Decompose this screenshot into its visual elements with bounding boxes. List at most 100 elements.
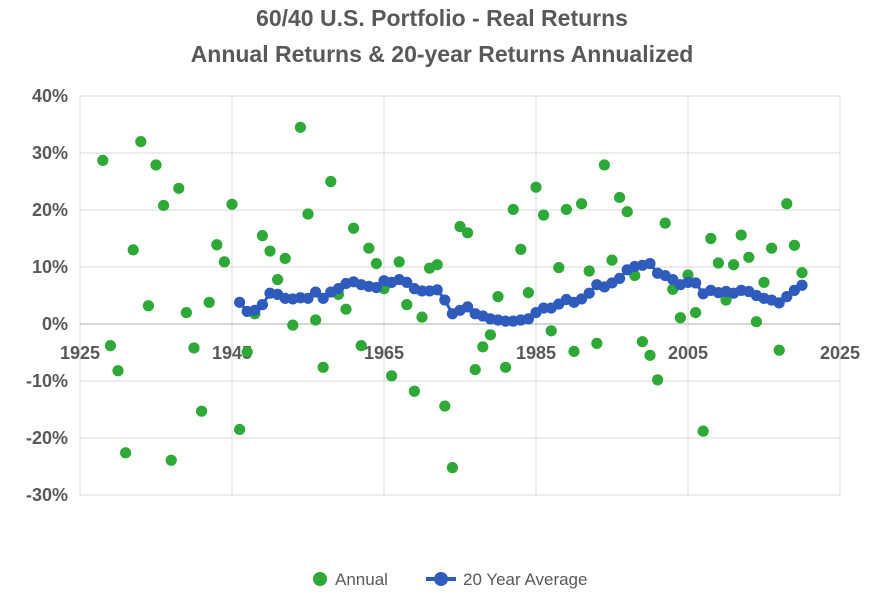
annual-point — [538, 209, 550, 221]
annual-point — [735, 229, 747, 241]
annual-point — [302, 208, 314, 220]
annual-point — [462, 227, 474, 239]
average-point — [614, 272, 626, 284]
average-point — [234, 296, 246, 308]
annual-point — [766, 242, 778, 254]
annual-point — [150, 159, 162, 171]
annual-point — [629, 269, 641, 282]
average-point — [256, 299, 268, 311]
annual-point — [500, 361, 512, 373]
annual-point — [272, 273, 284, 286]
annual-point — [142, 300, 154, 312]
y-tick-label: 10% — [32, 257, 68, 277]
annual-point — [393, 256, 405, 268]
annual-point — [158, 199, 170, 212]
annual-point — [196, 405, 208, 417]
x-axis-tick-labels: 1925 1945 1965 1985 2005 2025 — [60, 343, 860, 363]
y-axis-tick-labels: 40% 30% 20% 10% 0% -10% -20% -30% — [26, 86, 68, 505]
average-point — [317, 292, 329, 304]
annual-point — [545, 325, 557, 337]
annual-point — [743, 251, 755, 263]
average-point — [796, 279, 808, 291]
annual-point — [705, 232, 717, 245]
annual-point — [583, 265, 595, 277]
annual-series — [97, 121, 808, 474]
legend-annual-marker — [313, 572, 327, 586]
y-tick-label: 30% — [32, 143, 68, 163]
annual-point — [135, 136, 147, 148]
annual-point — [606, 254, 618, 266]
annual-point — [530, 181, 542, 193]
annual-point — [386, 370, 398, 382]
annual-point — [621, 206, 633, 218]
x-tick-label: 1985 — [516, 343, 556, 363]
annual-point — [636, 336, 649, 348]
annual-point — [294, 121, 306, 133]
annual-point — [644, 349, 656, 361]
annual-point — [370, 257, 382, 270]
annual-point — [127, 244, 139, 256]
annual-point — [750, 316, 763, 328]
average-point — [431, 284, 443, 296]
annual-point — [218, 256, 230, 268]
average-point — [439, 294, 451, 306]
legend-average-marker — [434, 572, 448, 586]
annual-point — [515, 243, 527, 255]
average-point — [583, 287, 595, 299]
annual-point — [173, 182, 185, 194]
average-point — [249, 304, 261, 316]
legend-average-label: 20 Year Average — [463, 570, 587, 589]
annual-point — [614, 191, 626, 204]
legend: Annual 20 Year Average — [313, 570, 587, 589]
grid-lines — [79, 95, 841, 496]
y-tick-label: 20% — [32, 200, 68, 220]
average-point — [370, 281, 382, 294]
annual-point — [165, 454, 177, 466]
y-tick-label: -10% — [26, 371, 68, 391]
annual-point — [576, 198, 588, 210]
annual-point — [203, 296, 215, 308]
annual-point — [591, 337, 603, 349]
annual-point — [279, 252, 291, 265]
average-point — [690, 277, 702, 289]
chart-title: 60/40 U.S. Portfolio - Real Returns — [256, 5, 628, 31]
average-point — [401, 276, 413, 288]
annual-point — [796, 267, 808, 279]
average-point — [644, 257, 656, 270]
annual-point — [348, 222, 360, 234]
annual-point — [560, 203, 573, 216]
average-point — [773, 297, 785, 309]
annual-point — [363, 242, 375, 254]
annual-point — [469, 364, 481, 376]
annual-point — [287, 319, 299, 331]
chart-subtitle: Annual Returns & 20-year Returns Annuali… — [191, 41, 694, 67]
annual-point — [758, 276, 770, 288]
twenty-year-average-series — [234, 257, 808, 327]
annual-point — [773, 344, 785, 356]
annual-point — [340, 303, 352, 315]
annual-point — [728, 259, 740, 271]
annual-point — [355, 340, 367, 352]
annual-point — [492, 291, 504, 303]
annual-point — [264, 245, 276, 257]
annual-point — [325, 175, 337, 188]
annual-point — [454, 220, 466, 233]
annual-point — [97, 154, 109, 167]
annual-point — [446, 462, 458, 474]
annual-point — [234, 423, 246, 436]
legend-annual-label: Annual — [335, 570, 388, 589]
annual-point — [104, 340, 116, 352]
average-point — [302, 292, 314, 304]
average-point — [310, 286, 322, 298]
annual-point — [598, 159, 611, 171]
annual-point — [674, 312, 687, 324]
annual-point — [712, 257, 725, 269]
annual-point — [226, 198, 238, 210]
y-tick-label: -20% — [26, 428, 68, 448]
annual-point — [310, 314, 322, 326]
annual-point — [553, 261, 565, 274]
annual-point — [439, 400, 451, 412]
x-tick-label: 1925 — [60, 343, 100, 363]
annual-point — [568, 345, 580, 357]
